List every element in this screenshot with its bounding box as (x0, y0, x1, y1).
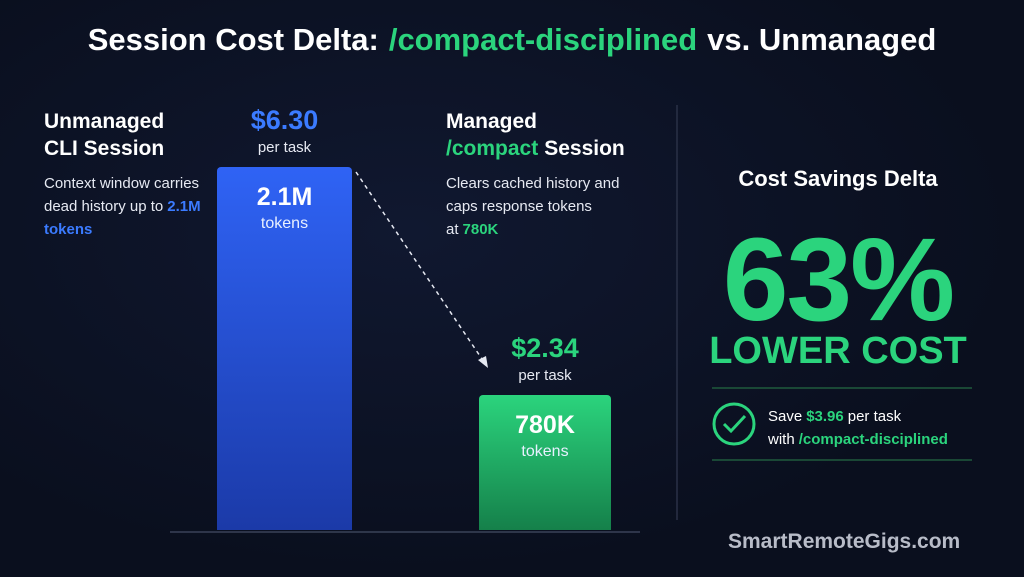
category-label: Managed/compact Session (446, 108, 666, 162)
savings-detail-part: /compact-disciplined (798, 431, 948, 448)
savings-detail-part: per task with (768, 408, 902, 448)
title: Session Cost Delta: /compact-disciplined v… (0, 22, 1024, 58)
savings-heading: Cost Savings Delta (738, 166, 938, 191)
note: Context window carries dead history up t… (44, 172, 204, 241)
value-label: 2.1M (256, 183, 313, 211)
cost-label: $6.30 (250, 105, 319, 135)
cost-label: $2.34 (511, 333, 579, 364)
arrow-head (478, 356, 488, 368)
savings-percent: 63% (722, 214, 955, 346)
cost-unit: per task (518, 367, 572, 385)
note-part: 780K (462, 221, 499, 238)
cost-unit: per task (257, 139, 312, 156)
savings-detail: Save $3.96 per task with/compact-disciplin… (768, 405, 978, 451)
title-part: vs. Unmanaged (707, 22, 937, 57)
bar (479, 395, 611, 530)
note-part: Context window carries dead history up t… (44, 175, 200, 215)
title-part: /compact-disciplined (388, 22, 698, 57)
category-part: Managed (446, 110, 538, 133)
category-part: /compact (446, 137, 539, 160)
check-icon (712, 402, 756, 446)
value-unit: tokens (260, 215, 309, 232)
category-part: Session (544, 137, 625, 160)
bar (217, 167, 352, 530)
arrow (355, 171, 485, 363)
category-part: Unmanaged CLI Session (44, 110, 165, 160)
savings-detail-part: Save (768, 408, 803, 425)
watermark: SmartRemoteGigs.com (728, 530, 961, 553)
note: Clears cached history and caps response … (446, 172, 621, 241)
savings-caption: LOWER COST (709, 330, 967, 372)
note-part: Clears cached history and caps response … (446, 175, 620, 238)
value-label: 780K (515, 411, 575, 440)
value-unit: tokens (521, 443, 569, 461)
savings-detail-part: $3.96 (806, 408, 844, 425)
check-icon (722, 414, 747, 434)
note-part: 2.1M tokens (44, 198, 201, 238)
category-label: Unmanaged CLI Session (44, 108, 194, 162)
title-part: Session Cost Delta: (87, 22, 379, 57)
